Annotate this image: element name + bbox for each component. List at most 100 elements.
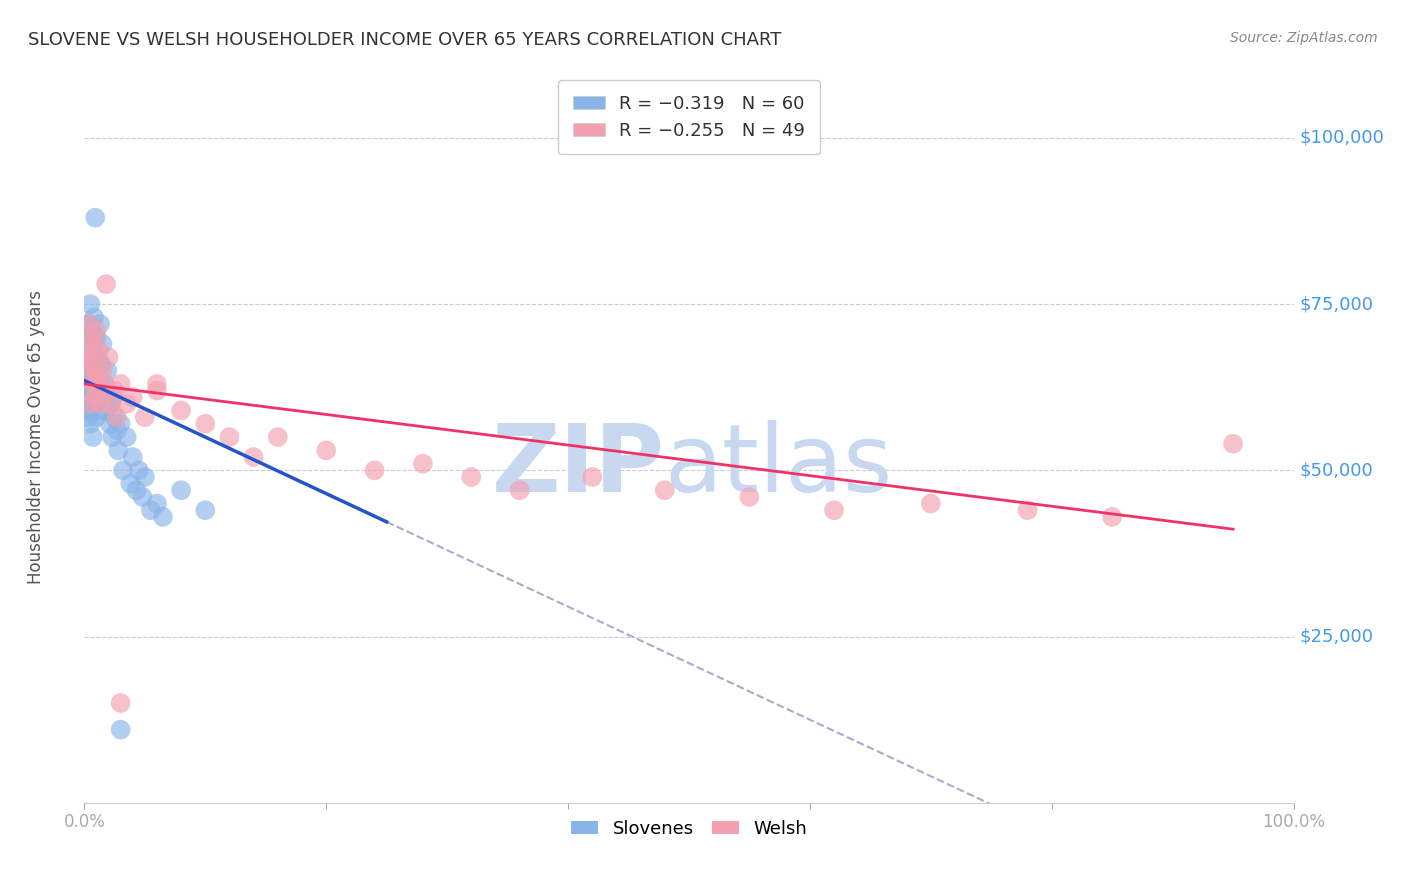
Point [89,384,111,398]
Point [267,430,290,444]
Point [823,503,845,517]
Point [412,457,434,471]
Point [76,397,98,411]
Point [77,403,100,417]
Point [84,376,107,391]
Point [80,403,103,417]
Point [86,384,108,398]
Point [170,483,193,498]
Point [86,330,108,344]
Point [98,417,121,431]
Point [82,384,104,398]
Point [105,410,128,425]
Point [76,363,98,377]
Text: $75,000: $75,000 [1299,295,1374,313]
Point [83,310,105,325]
Point [90,357,112,371]
Point [581,470,603,484]
Point [96,363,118,377]
Point [80,370,103,384]
Point [87,370,110,384]
Point [101,430,124,444]
Point [105,424,128,438]
Point [79,397,101,411]
Point [93,376,115,391]
Point [82,430,104,444]
Point [77,317,100,331]
Point [107,443,129,458]
Point [91,363,114,377]
Point [152,509,174,524]
Point [94,403,117,417]
Point [86,324,108,338]
Point [77,357,100,371]
Point [86,351,108,365]
Point [83,397,105,411]
Point [121,450,143,464]
Point [104,384,127,398]
Point [363,463,385,477]
Point [97,351,120,365]
Point [86,410,108,425]
Point [79,343,101,358]
Point [82,337,104,351]
Point [110,417,132,431]
Point [89,403,111,417]
Point [128,463,150,477]
Point [77,317,100,331]
Point [103,390,125,404]
Point [77,330,100,344]
Point [100,397,122,411]
Point [91,337,114,351]
Point [86,370,108,384]
Point [738,490,761,504]
Text: $50,000: $50,000 [1299,461,1374,479]
Point [84,211,107,225]
Point [120,476,142,491]
Point [112,463,135,477]
Point [94,277,117,292]
Point [110,696,132,710]
Point [90,397,112,411]
Point [84,363,107,377]
Point [83,337,105,351]
Point [134,410,156,425]
Point [83,357,105,371]
Point [110,376,132,391]
Point [1017,503,1039,517]
Point [80,324,103,338]
Text: Source: ZipAtlas.com: Source: ZipAtlas.com [1230,31,1378,45]
Point [94,376,117,391]
Point [134,470,156,484]
Point [654,483,676,498]
Point [100,397,122,411]
Point [77,410,100,425]
Text: $100,000: $100,000 [1299,128,1385,147]
Point [509,483,531,498]
Legend: Slovenes, Welsh: Slovenes, Welsh [564,813,814,845]
Point [82,376,104,391]
Point [79,357,101,371]
Point [104,410,127,425]
Point [920,497,942,511]
Point [139,503,162,517]
Text: SLOVENE VS WELSH HOUSEHOLDER INCOME OVER 65 YEARS CORRELATION CHART: SLOVENE VS WELSH HOUSEHOLDER INCOME OVER… [28,31,782,49]
Point [1101,509,1123,524]
Point [315,443,337,458]
Point [170,403,193,417]
Point [460,470,482,484]
Point [1222,436,1244,450]
Point [86,384,108,398]
Text: Householder Income Over 65 years: Householder Income Over 65 years [27,290,45,584]
Point [87,343,110,358]
Point [79,417,101,431]
Text: atlas: atlas [665,420,893,512]
Point [218,430,240,444]
Point [146,384,169,398]
Point [131,490,153,504]
Point [125,483,148,498]
Point [194,417,217,431]
Point [79,384,101,398]
Point [94,390,117,404]
Point [146,376,169,391]
